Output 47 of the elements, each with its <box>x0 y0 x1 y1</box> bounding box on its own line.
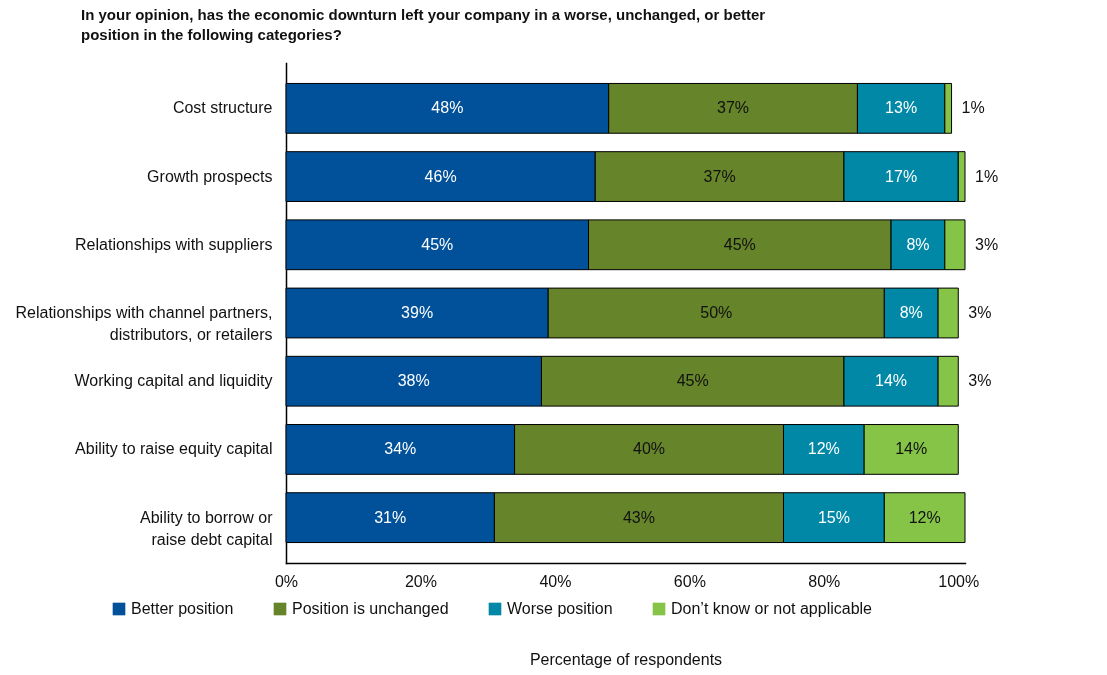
data-label: 46% <box>424 167 457 185</box>
data-label: 37% <box>703 167 736 185</box>
x-tick-label: 40% <box>539 572 572 590</box>
data-label: 45% <box>421 235 454 253</box>
data-label: 13% <box>885 99 918 117</box>
data-label: 45% <box>723 235 756 253</box>
data-label: 14% <box>875 372 908 390</box>
data-label: 3% <box>968 372 992 390</box>
data-label: 1% <box>975 167 999 185</box>
x-tick-label: 0% <box>274 572 299 590</box>
legend-label: Better position <box>131 600 234 617</box>
data-label: 34% <box>384 440 417 458</box>
data-label: 3% <box>968 304 992 321</box>
y-tick-label: Ability to raise equity capital <box>75 440 273 458</box>
data-label: 45% <box>676 372 709 390</box>
data-label: 38% <box>397 372 430 390</box>
data-label: 12% <box>908 508 941 526</box>
data-label: 1% <box>961 99 985 117</box>
data-label: 17% <box>885 167 918 185</box>
data-label: 14% <box>895 440 928 458</box>
chart-title: In your opinion, has the economic downturn left your company in a worse, unchanged, or better position in the following categories? <box>80 6 766 43</box>
y-tick-label: Relationships with suppliers <box>75 235 273 253</box>
data-label: 37% <box>717 99 750 117</box>
y-tick-label: Relationships with channel partners, distributors, or retailers <box>15 304 273 343</box>
data-label: 12% <box>807 440 840 458</box>
data-label: 31% <box>374 508 407 526</box>
legend-label: Worse position <box>507 600 613 617</box>
y-tick-label: Cost structure <box>172 99 273 117</box>
data-label: 15% <box>817 508 850 526</box>
data-label: 40% <box>633 440 666 458</box>
x-tick-label: 60% <box>673 572 706 590</box>
y-tick-label: Ability to borrow or raise debt capital <box>140 508 274 548</box>
data-label: 8% <box>906 235 930 253</box>
x-tick-label: 100% <box>938 572 980 590</box>
data-label: 43% <box>622 508 655 526</box>
data-label: 8% <box>899 304 923 321</box>
x-tick-label: 20% <box>404 572 437 590</box>
legend-label: Don’t know or not applicable <box>671 600 873 617</box>
data-label: 3% <box>975 235 999 253</box>
y-tick-label: Working capital and liquidity <box>74 372 273 390</box>
x-axis-title: Percentage of respondents <box>529 650 723 668</box>
legend-label: Position is unchanged <box>292 600 449 617</box>
data-label: 50% <box>700 304 733 321</box>
x-tick-label: 80% <box>808 572 841 590</box>
data-label: 48% <box>431 99 464 117</box>
data-label: 39% <box>401 304 434 321</box>
y-tick-label: Growth prospects <box>147 167 273 185</box>
